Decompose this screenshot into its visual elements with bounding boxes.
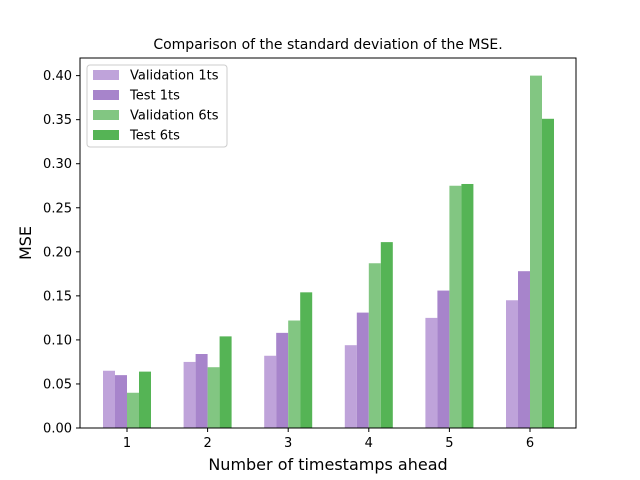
bar-test-6ts-5 [461,183,474,428]
x-axis: 1 2 3 4 5 6 [123,428,534,451]
y-tick-label: 0.25 [43,201,72,216]
x-tick-label: 2 [203,436,211,451]
bar-validation-6ts-6 [530,75,542,429]
legend-swatch [93,90,119,100]
legend-label: Validation 6ts [130,109,219,124]
y-tick-label: 0.10 [43,333,72,348]
x-tick-label: 4 [365,436,373,451]
bar-test-6ts-4 [380,242,393,428]
y-tick-label: 0.30 [43,157,72,172]
bars-group [103,75,554,429]
y-tick-label: 0.20 [43,245,72,260]
x-axis-label: Number of timestamps ahead [208,455,447,474]
legend-label: Test 1ts [129,89,180,104]
bar-validation-1ts-6 [506,300,518,428]
x-tick-label: 3 [284,436,292,451]
bar-validation-6ts-2 [207,367,220,428]
bar-test-6ts-3 [300,292,313,428]
y-axis-label: MSE [16,226,35,260]
y-tick-label: 0.00 [43,422,72,437]
legend: Validation 1ts Test 1ts Validation 6ts Test… [86,64,228,148]
bar-test-6ts-1 [139,371,151,428]
x-tick-label: 5 [445,436,453,451]
legend-label: Test 6ts [129,129,180,144]
bar-validation-6ts-5 [449,185,462,428]
bar-test-1ts-2 [195,354,208,428]
plot-frame [79,57,577,429]
bar-test-1ts-6 [518,271,530,428]
legend-box [86,64,228,148]
x-tick-label: 1 [123,436,131,451]
y-axis: 0.00 0.05 0.10 0.15 0.20 0.25 0.30 0.35 0.40 [43,69,80,437]
bar-test-6ts-2 [219,336,232,428]
bar-validation-1ts-4 [344,345,357,428]
bar-validation-1ts-2 [183,361,196,428]
legend-label: Validation 1ts [130,69,219,84]
bar-validation-1ts-1 [103,370,115,428]
bar-validation-6ts-4 [368,263,381,428]
bar-test-1ts-1 [115,375,127,428]
y-tick-label: 0.05 [43,377,72,392]
bar-test-1ts-3 [276,332,289,428]
bar-test-1ts-4 [356,312,369,428]
chart-title: Comparison of the standard deviation of … [153,37,502,53]
legend-swatch [93,70,119,80]
x-tick-label: 6 [526,436,534,451]
y-tick-label: 0.35 [43,113,72,128]
bar-validation-1ts-3 [264,355,277,428]
bar-validation-1ts-5 [425,317,438,428]
bar-validation-6ts-3 [288,320,301,428]
bar-validation-6ts-1 [127,392,139,428]
y-tick-label: 0.40 [43,69,72,84]
bar-test-6ts-6 [542,118,554,428]
legend-swatch [93,130,119,140]
legend-swatch [93,110,119,120]
y-tick-label: 0.15 [43,289,72,304]
bar-test-1ts-5 [437,290,450,428]
